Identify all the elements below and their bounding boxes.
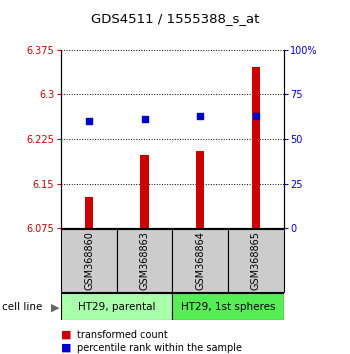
FancyBboxPatch shape [228, 229, 284, 292]
FancyBboxPatch shape [117, 229, 172, 292]
Text: transformed count: transformed count [77, 330, 168, 339]
Bar [196, 151, 204, 228]
Bar [252, 67, 260, 228]
Point [86, 118, 92, 124]
Text: percentile rank within the sample: percentile rank within the sample [77, 343, 242, 353]
FancyBboxPatch shape [172, 293, 284, 320]
Point [253, 113, 259, 119]
Text: HT29, parental: HT29, parental [78, 302, 155, 312]
Text: GSM368864: GSM368864 [195, 231, 205, 290]
Text: ■: ■ [61, 330, 72, 339]
Point [197, 113, 203, 119]
Text: ■: ■ [61, 343, 72, 353]
FancyBboxPatch shape [61, 293, 172, 320]
Text: GDS4511 / 1555388_s_at: GDS4511 / 1555388_s_at [91, 12, 259, 25]
FancyBboxPatch shape [61, 229, 117, 292]
Text: ▶: ▶ [51, 302, 60, 312]
Text: GSM368865: GSM368865 [251, 231, 261, 290]
Point [142, 116, 147, 122]
Text: cell line: cell line [2, 302, 42, 312]
Bar [140, 155, 149, 228]
Bar [85, 197, 93, 228]
Text: GSM368863: GSM368863 [140, 231, 149, 290]
Text: GSM368860: GSM368860 [84, 231, 94, 290]
FancyBboxPatch shape [172, 229, 228, 292]
Text: HT29, 1st spheres: HT29, 1st spheres [181, 302, 275, 312]
